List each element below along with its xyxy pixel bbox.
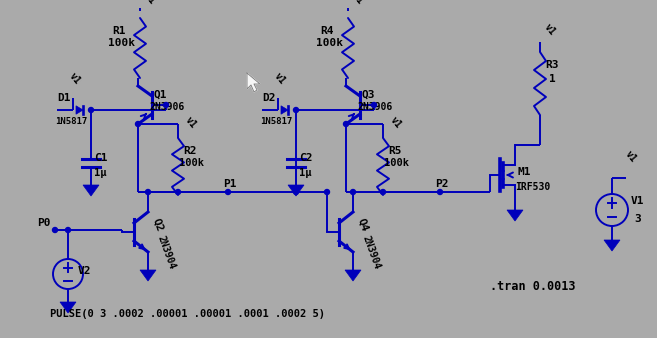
- Circle shape: [66, 227, 70, 233]
- Circle shape: [175, 190, 181, 194]
- Text: Q2: Q2: [151, 217, 165, 233]
- Circle shape: [294, 190, 298, 194]
- Text: 1μ: 1μ: [299, 168, 311, 178]
- Text: 100k: 100k: [108, 38, 135, 48]
- Polygon shape: [140, 270, 156, 281]
- Text: 1μ: 1μ: [94, 168, 106, 178]
- Text: V1: V1: [631, 196, 645, 206]
- Text: P1: P1: [223, 179, 237, 189]
- Circle shape: [294, 107, 298, 113]
- Text: v1: v1: [67, 71, 82, 86]
- Text: Q1: Q1: [154, 90, 168, 100]
- Text: R1: R1: [112, 26, 125, 36]
- Text: Q4: Q4: [356, 217, 370, 233]
- Circle shape: [225, 190, 231, 194]
- Text: V2: V2: [78, 266, 91, 276]
- Text: 100k: 100k: [316, 38, 343, 48]
- Circle shape: [53, 227, 58, 233]
- Circle shape: [344, 121, 348, 126]
- Text: v1: v1: [272, 71, 287, 86]
- Text: 100k: 100k: [179, 158, 204, 168]
- Text: R2: R2: [183, 146, 196, 156]
- Text: P2: P2: [435, 179, 449, 189]
- Polygon shape: [345, 270, 361, 281]
- Text: 3: 3: [634, 214, 641, 224]
- Text: D1: D1: [57, 93, 70, 103]
- Text: R4: R4: [320, 26, 334, 36]
- Polygon shape: [604, 240, 620, 251]
- Text: v1: v1: [142, 0, 157, 6]
- Text: 1N5817: 1N5817: [55, 117, 87, 126]
- Text: v1: v1: [388, 115, 403, 130]
- Text: R3: R3: [545, 60, 558, 70]
- Text: 2N3906: 2N3906: [358, 102, 394, 112]
- Circle shape: [380, 190, 386, 194]
- Text: PULSE(0 3 .0002 .00001 .00001 .0001 .0002 5): PULSE(0 3 .0002 .00001 .00001 .0001 .000…: [50, 309, 325, 319]
- Circle shape: [371, 102, 376, 107]
- Text: v1: v1: [350, 0, 365, 6]
- Circle shape: [135, 121, 141, 126]
- Polygon shape: [247, 73, 260, 92]
- Polygon shape: [60, 302, 76, 313]
- Text: 1N5817: 1N5817: [260, 117, 292, 126]
- Circle shape: [145, 190, 150, 194]
- Text: 1: 1: [549, 74, 556, 84]
- Circle shape: [164, 102, 168, 107]
- Polygon shape: [507, 210, 523, 221]
- Text: R5: R5: [388, 146, 401, 156]
- Text: v1: v1: [183, 115, 198, 130]
- Text: 2N3904: 2N3904: [361, 234, 382, 270]
- Circle shape: [350, 190, 355, 194]
- Text: IRF530: IRF530: [515, 182, 551, 192]
- Text: 2N3904: 2N3904: [156, 234, 177, 270]
- Text: 100k: 100k: [384, 158, 409, 168]
- Text: v1: v1: [623, 149, 638, 164]
- Text: v1: v1: [542, 22, 557, 37]
- Text: C2: C2: [299, 153, 313, 163]
- Text: M1: M1: [518, 167, 532, 177]
- Text: P0: P0: [37, 218, 51, 228]
- Text: Q3: Q3: [362, 90, 376, 100]
- Polygon shape: [76, 106, 83, 114]
- Text: C1: C1: [94, 153, 108, 163]
- Text: D2: D2: [262, 93, 275, 103]
- Circle shape: [325, 190, 330, 194]
- Circle shape: [438, 190, 443, 194]
- Polygon shape: [288, 185, 304, 196]
- Text: 2N3906: 2N3906: [150, 102, 185, 112]
- Circle shape: [89, 107, 93, 113]
- Text: .tran 0.0013: .tran 0.0013: [490, 280, 576, 293]
- Polygon shape: [83, 185, 99, 196]
- Polygon shape: [281, 106, 288, 114]
